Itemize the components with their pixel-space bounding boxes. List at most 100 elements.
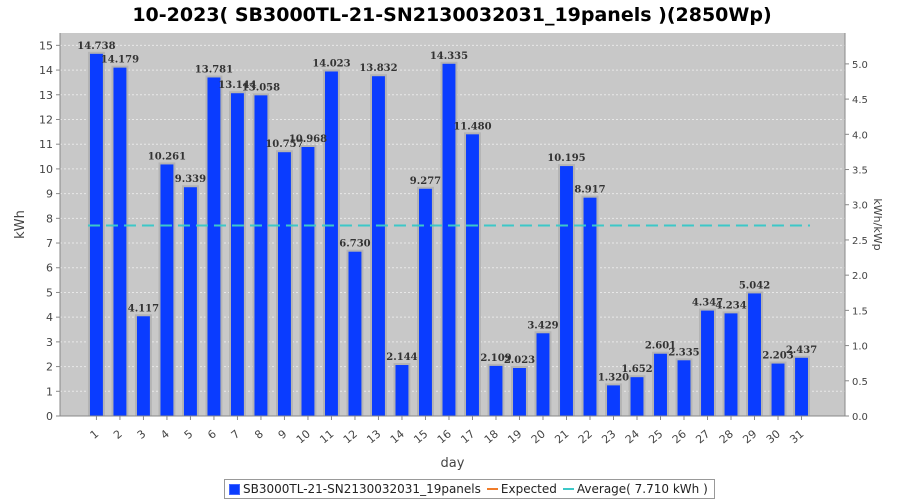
data-label: 14.023 xyxy=(312,58,350,69)
bar xyxy=(254,95,268,416)
data-label: 10.195 xyxy=(547,153,585,164)
bar xyxy=(277,152,291,416)
data-label: 1.320 xyxy=(598,372,629,383)
y2-tick-label: 1.0 xyxy=(852,342,868,353)
legend-label-expected: Expected xyxy=(500,482,557,496)
data-labels: 14.738 14.179 4.117 10.261 9.339 13.781 13.144… xyxy=(77,41,817,384)
bar xyxy=(419,188,432,416)
data-label: 5.042 xyxy=(739,280,770,291)
bar xyxy=(160,164,174,416)
y-tick-label: 14 xyxy=(39,64,53,77)
legend-swatch-expected xyxy=(486,488,498,490)
data-label: 2.109 xyxy=(480,353,511,364)
data-label: 14.335 xyxy=(430,51,468,62)
legend-label-production: SB3000TL-21-SN2130032031_19panels xyxy=(243,482,481,496)
x-tick-label: 5 xyxy=(182,427,196,441)
x-axis-title: day xyxy=(441,456,465,471)
x-tick-label: 27 xyxy=(693,427,712,446)
data-label: 9.277 xyxy=(410,176,441,187)
y2-tick-label: 4.5 xyxy=(852,95,868,106)
x-tick-label: 26 xyxy=(670,427,689,446)
y2-tick-label: 2.5 xyxy=(852,236,868,247)
bar xyxy=(489,365,503,416)
y2-tick-label: 4.0 xyxy=(852,130,868,141)
x-tick-label: 9 xyxy=(276,427,290,441)
bar xyxy=(795,357,808,416)
y-tick-label: 7 xyxy=(46,237,53,250)
chart-title: 10-2023( SB3000TL-21-SN2130032031_19pane… xyxy=(132,4,771,26)
axes: 01234567891011121314150.00.51.01.52.02.5… xyxy=(39,33,868,446)
x-tick-label: 10 xyxy=(294,427,313,446)
bar xyxy=(466,134,479,417)
data-label: 2.335 xyxy=(668,347,699,358)
bar xyxy=(348,251,362,416)
y2-tick-label: 1.5 xyxy=(852,306,868,317)
legend-swatch-average xyxy=(562,488,574,490)
data-label: 13.144 xyxy=(218,80,256,91)
data-label: 6.730 xyxy=(339,239,370,250)
bar xyxy=(183,187,197,416)
y-tick-label: 9 xyxy=(46,188,53,201)
data-label: 2.203 xyxy=(762,351,793,362)
x-tick-label: 20 xyxy=(529,427,548,446)
x-tick-label: 28 xyxy=(717,427,736,446)
data-label: 3.429 xyxy=(527,320,558,331)
data-label: 10.757 xyxy=(265,139,303,150)
bars xyxy=(87,51,810,417)
x-tick-label: 29 xyxy=(740,427,759,446)
x-tick-label: 2 xyxy=(111,427,125,441)
data-label: 14.179 xyxy=(101,55,139,66)
x-tick-label: 22 xyxy=(576,427,595,446)
data-label: 4.347 xyxy=(692,298,723,309)
y2-tick-label: 2.0 xyxy=(852,271,868,282)
bar xyxy=(136,316,150,416)
data-label: 11.480 xyxy=(453,121,491,132)
y2-tick-label: 5.0 xyxy=(852,60,868,71)
x-tick-label: 1 xyxy=(88,427,102,441)
data-label: 2.601 xyxy=(645,341,676,352)
data-label: 2.144 xyxy=(386,352,417,363)
bar xyxy=(207,77,221,416)
legend: SB3000TL-21-SN2130032031_19panels Expect… xyxy=(224,479,715,499)
bar xyxy=(583,197,597,416)
x-tick-label: 31 xyxy=(787,427,806,446)
data-label: 13.832 xyxy=(359,63,397,74)
legend-item-average: Average( 7.710 kWh ) xyxy=(562,482,708,496)
y-tick-label: 5 xyxy=(46,286,53,299)
x-tick-label: 30 xyxy=(764,427,783,446)
y2-tick-label: 3.0 xyxy=(852,201,868,212)
bar xyxy=(513,368,526,416)
y-tick-label: 1 xyxy=(46,385,53,398)
x-tick-label: 23 xyxy=(599,427,618,446)
bar xyxy=(536,333,550,416)
bar xyxy=(654,353,667,416)
y-tick-label: 8 xyxy=(46,212,53,225)
x-tick-label: 8 xyxy=(252,427,266,441)
x-tick-label: 4 xyxy=(158,427,172,441)
bar xyxy=(630,377,644,416)
x-tick-label: 18 xyxy=(482,427,501,446)
y-tick-label: 15 xyxy=(39,39,53,52)
data-label: 1.652 xyxy=(621,364,652,375)
y-tick-label: 2 xyxy=(46,361,53,374)
bar xyxy=(748,293,761,416)
legend-swatch-production xyxy=(229,483,240,495)
bar xyxy=(724,313,738,416)
x-tick-label: 13 xyxy=(364,427,383,446)
bar xyxy=(89,53,103,417)
y-tick-label: 10 xyxy=(39,163,53,176)
x-tick-label: 11 xyxy=(317,427,336,446)
x-tick-label: 6 xyxy=(205,427,219,441)
x-tick-label: 21 xyxy=(552,427,571,446)
y-tick-label: 6 xyxy=(46,262,53,275)
bar xyxy=(442,63,456,416)
data-label: 10.261 xyxy=(148,151,186,162)
y2-tick-label: 0.0 xyxy=(852,412,868,423)
legend-item-production: SB3000TL-21-SN2130032031_19panels xyxy=(229,482,481,496)
x-tick-label: 15 xyxy=(411,427,430,446)
x-tick-label: 12 xyxy=(341,427,360,446)
y2-tick-label: 3.5 xyxy=(852,166,868,177)
bar xyxy=(395,365,409,416)
bar xyxy=(677,360,691,416)
data-label: 10.968 xyxy=(289,134,327,145)
